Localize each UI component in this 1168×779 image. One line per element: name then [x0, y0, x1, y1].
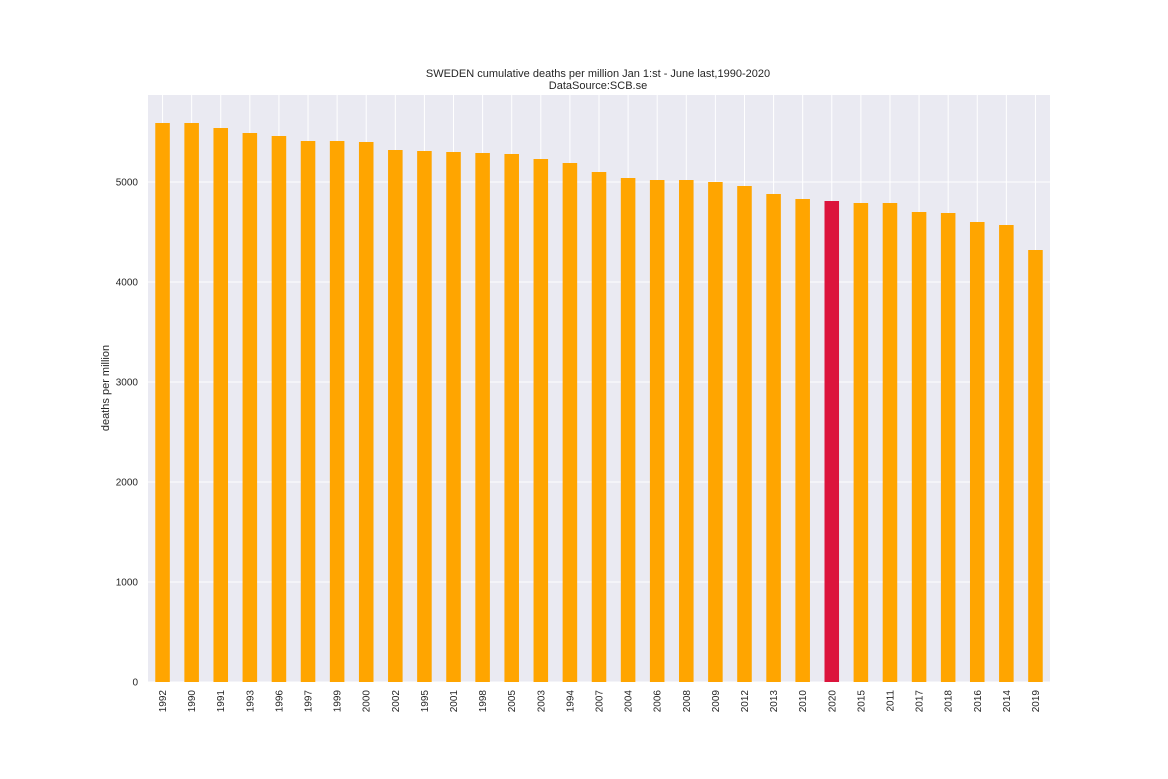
x-tick-label: 1990 — [187, 690, 198, 713]
bar-2014 — [999, 225, 1014, 682]
bar-2019 — [1028, 250, 1043, 682]
bar-2000 — [358, 142, 374, 682]
bar-1992 — [155, 123, 170, 682]
bar-2020 — [824, 201, 840, 682]
y-tick-label: 4000 — [116, 278, 139, 289]
x-tick-label: 2010 — [798, 690, 809, 713]
bar-2012 — [737, 186, 752, 682]
bar-2009 — [708, 182, 723, 682]
x-tick-label: 2008 — [682, 690, 693, 713]
x-tick-label: 1996 — [274, 690, 285, 713]
bar-2002 — [388, 150, 403, 682]
chart-title: SWEDEN cumulative deaths per million Jan… — [426, 68, 770, 80]
y-tick-label: 2000 — [116, 478, 139, 489]
x-tick-label: 2006 — [653, 690, 664, 713]
bar-1998 — [475, 153, 490, 682]
bar-1996 — [271, 136, 287, 682]
x-tick-label: 2002 — [391, 690, 402, 713]
x-tick-label: 2016 — [973, 690, 984, 713]
bar-2007 — [591, 172, 607, 682]
x-tick-label: 2019 — [1031, 690, 1042, 713]
x-tick-label: 2020 — [827, 690, 838, 713]
x-tick-labels: 1992 1990 1991 1993 1996 1997 1999 2000 2002 1995… — [158, 690, 1042, 713]
bar-2005 — [504, 154, 519, 682]
y-tick-label: 0 — [132, 678, 138, 689]
bar-2001 — [446, 152, 461, 682]
y-tick-labels: 0 1000 2000 3000 4000 5000 — [116, 178, 139, 689]
bar-2010 — [795, 199, 810, 682]
bar-1994 — [562, 163, 578, 682]
x-tick-label: 1999 — [333, 690, 344, 713]
x-tick-label: 1998 — [478, 690, 489, 713]
x-tick-label: 1991 — [216, 690, 227, 713]
bar-2018 — [940, 213, 956, 682]
x-tick-label: 2001 — [449, 690, 460, 713]
bar-2004 — [620, 178, 636, 682]
bar-1995 — [417, 151, 432, 682]
x-tick-label: 2013 — [769, 690, 780, 713]
x-tick-label: 1994 — [565, 690, 576, 713]
bars — [155, 123, 1043, 682]
x-tick-label: 2000 — [362, 690, 373, 713]
x-tick-label: 2011 — [885, 690, 896, 712]
bar-2016 — [969, 222, 985, 682]
y-tick-label: 1000 — [116, 578, 139, 589]
bar-1990 — [184, 123, 199, 682]
x-tick-label: 2005 — [507, 690, 518, 713]
bar-2015 — [853, 203, 869, 682]
bar-1999 — [329, 141, 345, 682]
x-tick-label: 1995 — [420, 690, 431, 713]
x-tick-label: 1997 — [304, 690, 315, 713]
bar-2011 — [882, 203, 898, 682]
bar-2013 — [766, 194, 781, 682]
x-tick-label: 2004 — [624, 690, 635, 713]
y-tick-label: 3000 — [116, 378, 139, 389]
bar-2008 — [679, 180, 694, 682]
x-tick-label: 2009 — [711, 690, 722, 713]
bar-1993 — [242, 133, 258, 682]
bar-2006 — [649, 180, 665, 682]
x-tick-label: 2015 — [856, 690, 867, 713]
bar-2017 — [911, 212, 927, 682]
x-tick-label: 1992 — [158, 690, 169, 713]
bar-1991 — [213, 128, 229, 682]
y-tick-label: 5000 — [116, 178, 139, 189]
x-tick-label: 2014 — [1002, 690, 1013, 713]
bar-2003 — [533, 159, 549, 682]
x-tick-label: 2018 — [944, 690, 955, 713]
bar-1997 — [300, 141, 316, 682]
x-tick-label: 2012 — [740, 690, 751, 713]
chart-subtitle: DataSource:SCB.se — [549, 80, 647, 92]
y-axis-label: deaths per million — [100, 345, 112, 431]
x-tick-label: 2007 — [595, 690, 606, 713]
x-tick-label: 2003 — [536, 690, 547, 713]
x-tick-label: 1993 — [245, 690, 256, 713]
x-tick-label: 2017 — [915, 690, 926, 713]
